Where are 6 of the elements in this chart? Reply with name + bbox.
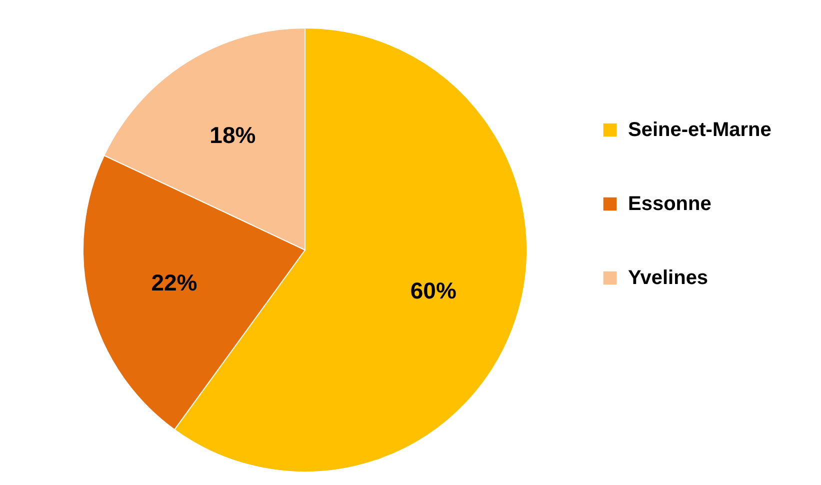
- legend-label: Essonne: [628, 193, 712, 215]
- data-label: 18%: [210, 122, 256, 148]
- data-label: 60%: [410, 278, 456, 304]
- data-label: 22%: [151, 270, 198, 296]
- legend-label: Yvelines: [628, 267, 708, 289]
- legend-label: Seine-et-Marne: [628, 119, 772, 141]
